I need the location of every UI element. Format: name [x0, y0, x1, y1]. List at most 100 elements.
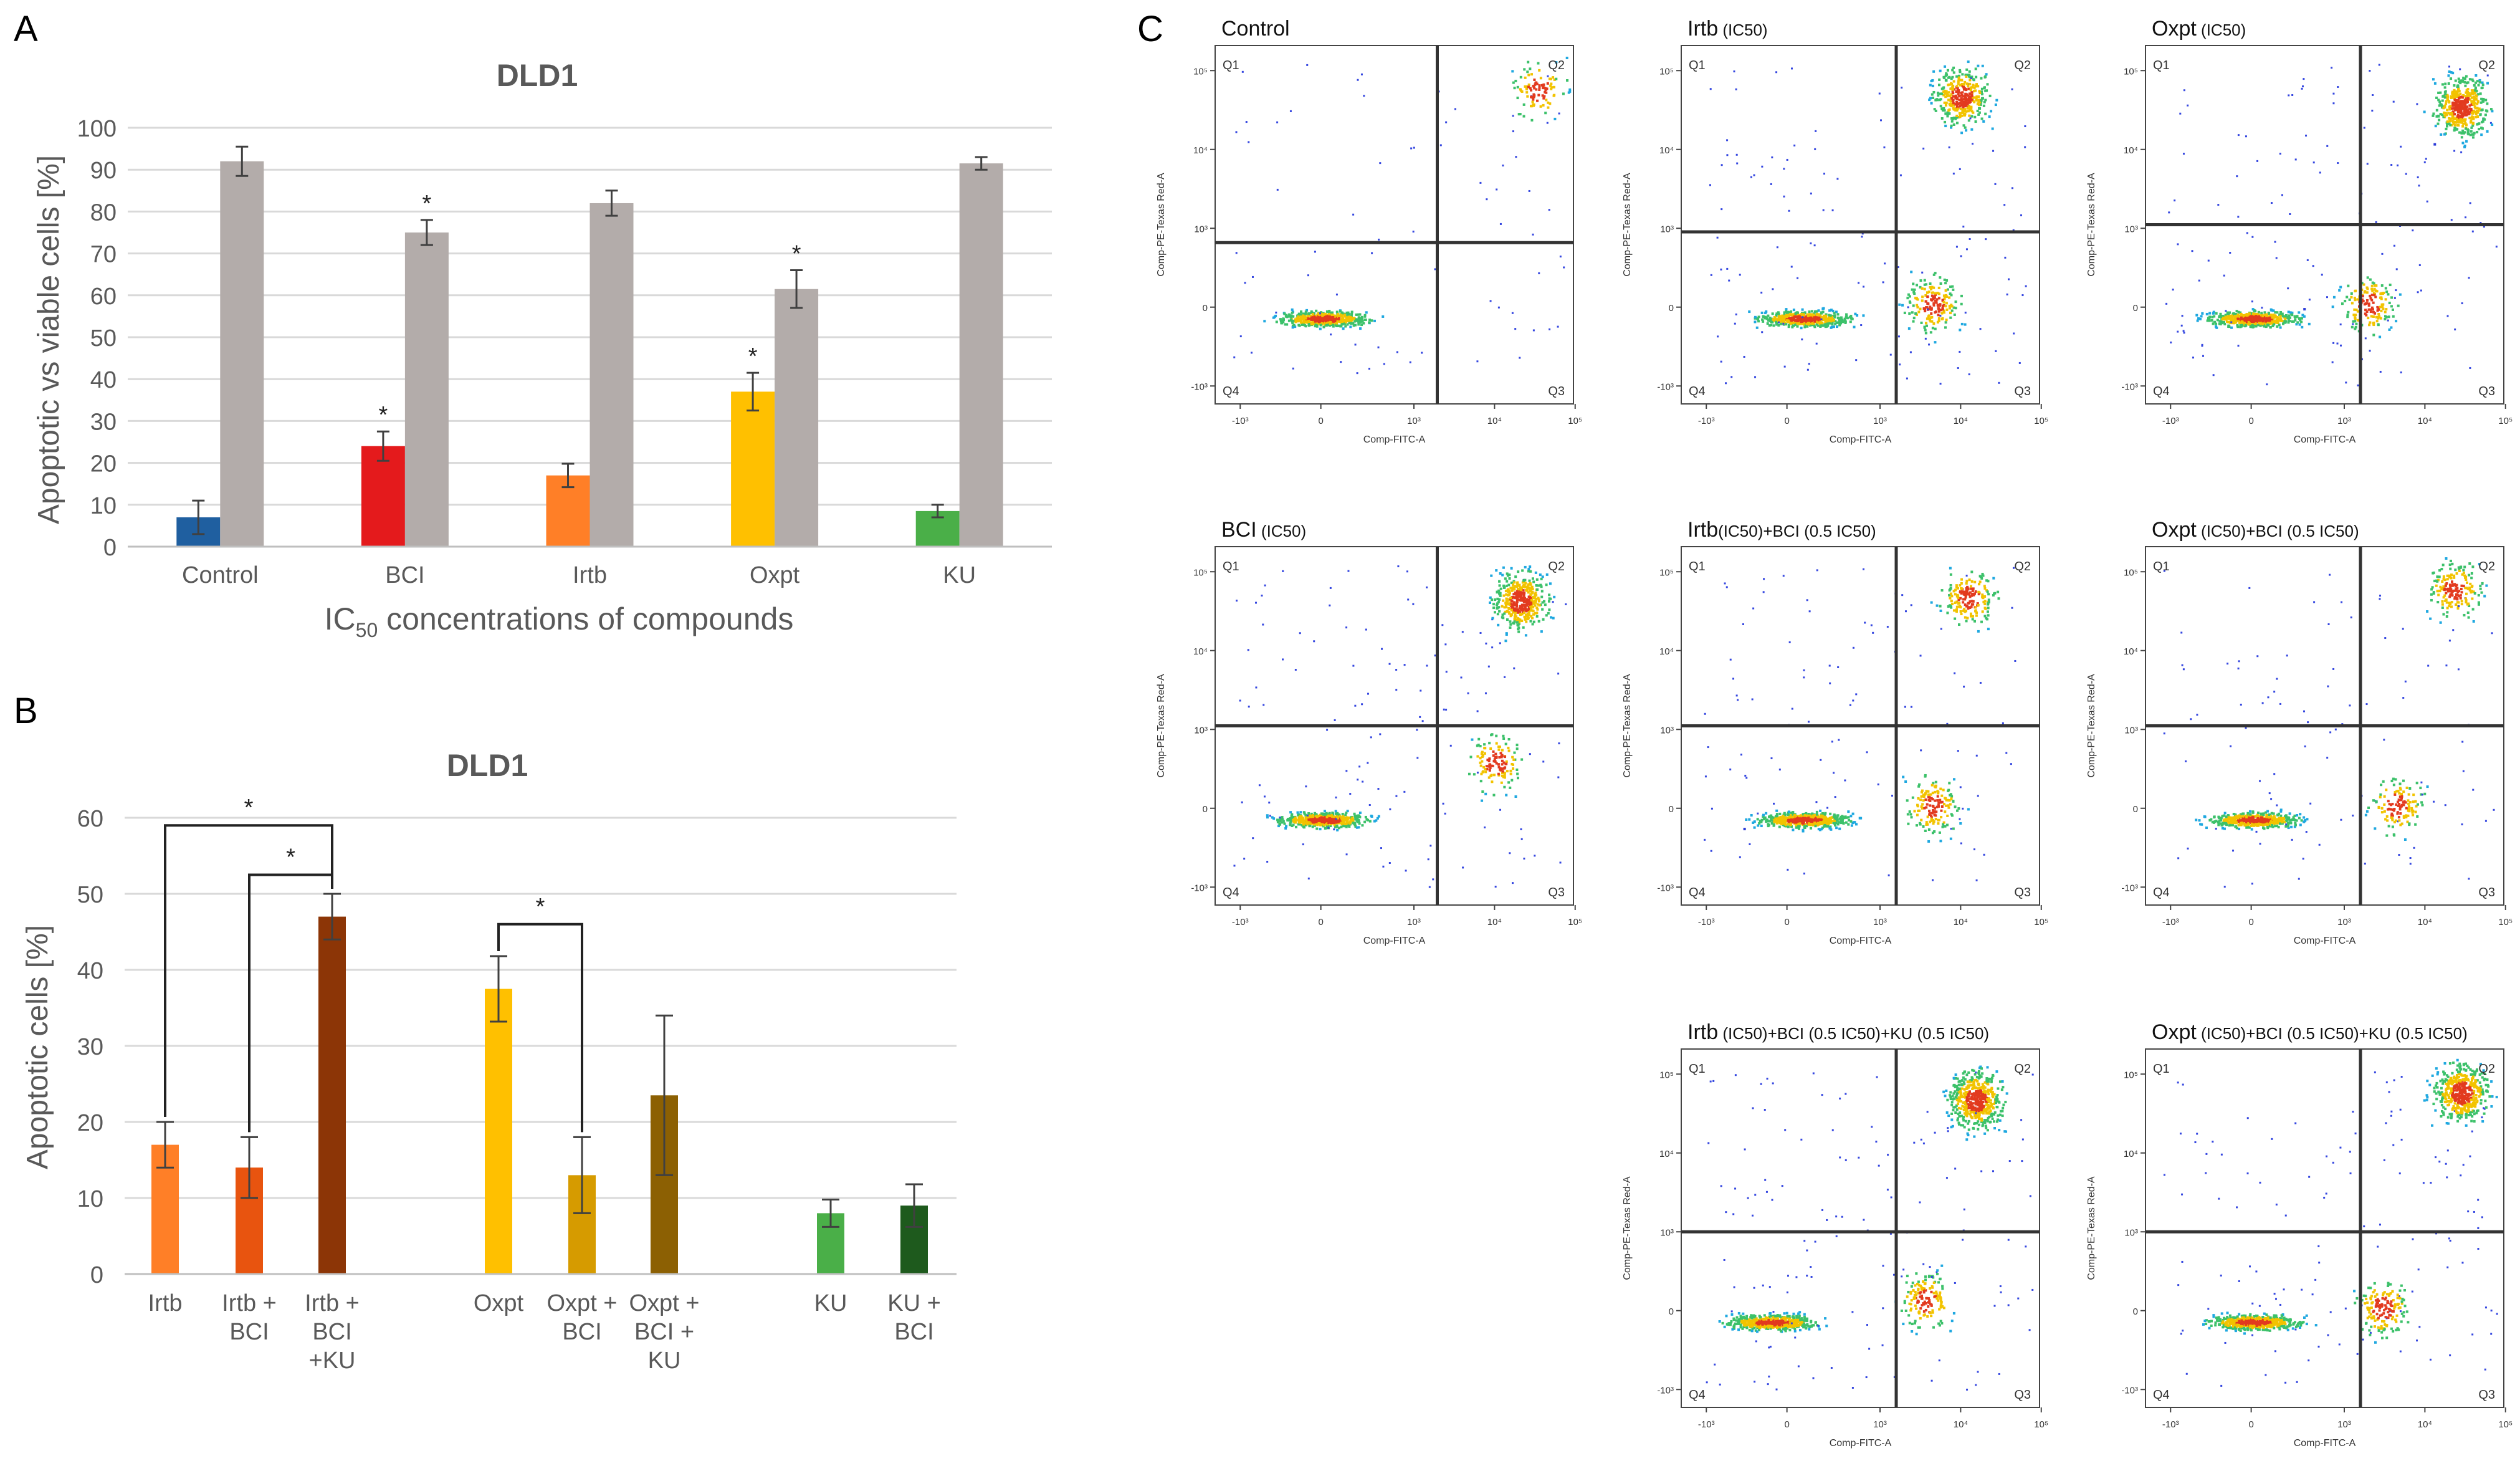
event-dot: [1959, 105, 1962, 108]
event-dot: [1502, 165, 1504, 167]
event-dot: [2339, 344, 2342, 347]
event-dot: [1297, 323, 1301, 327]
event-dot: [1352, 664, 1355, 667]
event-dot: [1777, 323, 1780, 327]
event-dot: [1502, 566, 1505, 569]
event-dot: [1294, 669, 1297, 671]
event-dot: [2464, 127, 2467, 130]
event-dot: [1347, 570, 1350, 572]
event-dot: [2457, 124, 2460, 127]
panel-label-a: A: [14, 9, 38, 49]
event-dot: [2470, 121, 2473, 124]
event-dot: [2448, 108, 2451, 111]
event-dot: [1505, 597, 1508, 600]
event-dot: [2003, 204, 2006, 206]
event-dot: [2219, 312, 2222, 315]
event-dot: [1492, 793, 1496, 797]
event-dot: [2420, 289, 2422, 292]
event-dot: [1357, 320, 1360, 323]
event-dot: [2476, 123, 2479, 126]
event-dot: [1818, 318, 1821, 321]
event-dot: [1307, 274, 1309, 277]
event-dot: [1449, 744, 1452, 747]
event-dot: [2441, 83, 2444, 86]
event-dot: [2432, 114, 2435, 117]
event-dot: [1353, 320, 1357, 323]
event-dot: [1509, 786, 1512, 789]
event-dot: [1507, 611, 1511, 614]
event-dot: [1962, 83, 1965, 86]
y-tick-label: 10⁴: [1659, 145, 1674, 156]
event-dot: [2376, 305, 2379, 309]
event-dot: [1479, 780, 1482, 783]
event-dot: [1292, 818, 1296, 821]
event-dot: [2337, 86, 2339, 89]
event-dot: [1939, 105, 1942, 108]
event-dot: [1243, 858, 1246, 860]
event-dot: [1505, 633, 1508, 636]
event-dot: [1810, 242, 1812, 244]
event-dot: [2331, 305, 2334, 309]
event-dot: [1363, 315, 1367, 318]
event-dot: [1490, 764, 1493, 767]
event-dot: [2435, 96, 2438, 99]
event-dot: [1235, 131, 1238, 133]
event-dot: [1969, 238, 1971, 241]
event-dot: [1320, 312, 1323, 315]
event-dot: [1347, 313, 1350, 316]
event-dot: [1768, 324, 1771, 327]
event-dot: [1816, 324, 1820, 327]
event-dot: [1793, 315, 1796, 319]
event-dot: [2212, 312, 2215, 315]
event-dot: [1787, 813, 1790, 816]
event-dot: [2263, 318, 2266, 321]
event-dot: [2279, 319, 2283, 322]
event-dot: [2365, 299, 2369, 302]
event-dot: [2466, 90, 2470, 93]
event-dot: [2455, 102, 2458, 105]
event-dot: [1967, 119, 1970, 122]
event-dot: [2255, 315, 2258, 318]
event-dot: [1426, 664, 1428, 667]
event-dot: [2326, 296, 2328, 299]
event-dot: [1279, 817, 1281, 819]
event-dot: [1496, 597, 1499, 600]
event-dot: [2447, 82, 2450, 85]
event-dot: [1368, 368, 1370, 370]
event-dot: [1477, 737, 1481, 740]
event-dot: [2461, 113, 2464, 116]
event-dot: [1443, 708, 1445, 711]
event-dot: [2381, 252, 2384, 255]
event-dot: [2475, 74, 2478, 77]
event-dot: [1558, 112, 1560, 115]
event-dot: [1962, 124, 1965, 127]
event-dot: [1550, 616, 1553, 619]
event-dot: [2475, 97, 2478, 100]
event-dot: [2332, 102, 2335, 105]
event-dot: [1324, 827, 1327, 830]
event-dot: [1531, 577, 1534, 580]
event-dot: [1771, 156, 1773, 159]
event-dot: [1406, 570, 1408, 573]
event-dot: [1929, 331, 1932, 334]
event-dot: [2441, 95, 2445, 98]
event-dot: [1345, 770, 1348, 772]
event-dot: [1937, 314, 1940, 317]
event-dot: [1489, 601, 1492, 604]
event-dot: [1547, 611, 1550, 615]
event-dot: [1960, 255, 1962, 257]
event-dot: [1929, 319, 1932, 322]
event-dot: [1916, 284, 1919, 287]
event-dot: [1528, 579, 1531, 582]
x-tick-label: 10⁵: [1568, 917, 1582, 927]
event-dot: [1324, 315, 1327, 319]
event-dot: [2213, 320, 2217, 323]
event-dot: [1568, 90, 1572, 93]
event-dot: [1307, 324, 1310, 327]
event-dot: [2372, 301, 2375, 304]
event-dot: [2265, 313, 2268, 316]
event-dot: [1944, 289, 1947, 292]
event-dot: [1540, 585, 1543, 588]
event-dot: [1365, 311, 1368, 314]
